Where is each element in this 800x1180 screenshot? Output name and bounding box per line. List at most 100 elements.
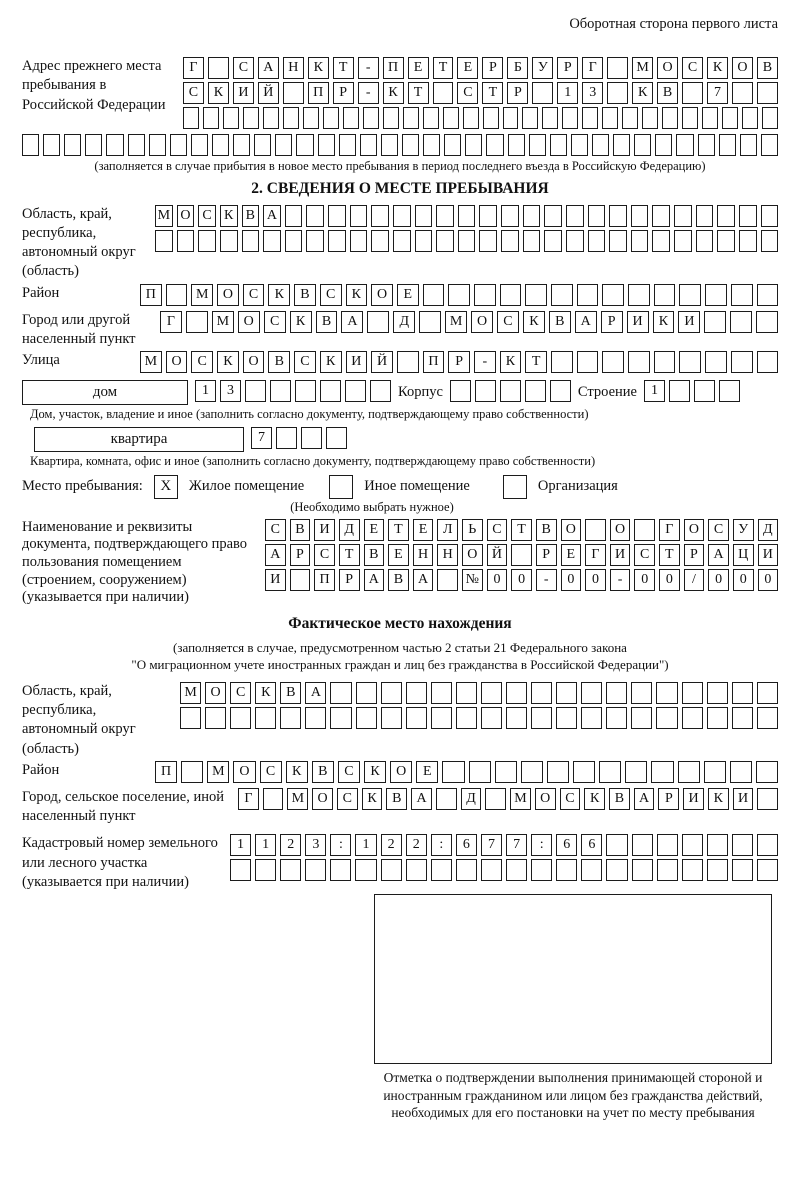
char-cell[interactable] bbox=[631, 706, 653, 729]
char-cell[interactable] bbox=[330, 681, 352, 704]
char-cell[interactable]: К bbox=[207, 82, 229, 104]
char-cell[interactable] bbox=[499, 380, 521, 403]
char-cell[interactable]: А bbox=[708, 543, 729, 566]
char-cell[interactable] bbox=[396, 351, 419, 374]
char-cell[interactable] bbox=[677, 760, 700, 783]
char-cell[interactable] bbox=[405, 706, 427, 729]
char-cell[interactable]: 1 bbox=[230, 834, 252, 857]
char-cell[interactable]: С bbox=[191, 351, 214, 374]
char-cell[interactable] bbox=[435, 787, 457, 810]
char-cell[interactable] bbox=[255, 706, 277, 729]
char-cell[interactable] bbox=[681, 681, 703, 704]
char-cell[interactable]: О bbox=[233, 760, 256, 783]
char-cell[interactable] bbox=[731, 859, 753, 882]
char-cell[interactable]: Г bbox=[238, 787, 259, 810]
char-cell[interactable]: С bbox=[682, 57, 704, 79]
char-cell[interactable]: Н bbox=[412, 543, 434, 566]
char-cell[interactable] bbox=[625, 760, 648, 783]
char-cell[interactable]: М bbox=[445, 310, 468, 333]
char-cell[interactable]: Т bbox=[338, 543, 360, 566]
char-cell[interactable]: К bbox=[285, 760, 308, 783]
char-cell[interactable] bbox=[697, 134, 715, 156]
char-cell[interactable] bbox=[295, 380, 316, 403]
char-cell[interactable]: Р bbox=[683, 543, 705, 566]
char-cell[interactable]: К bbox=[584, 787, 606, 810]
char-cell[interactable] bbox=[448, 283, 470, 306]
char-cell[interactable]: 7 bbox=[251, 426, 272, 449]
char-cell[interactable]: 0 bbox=[486, 568, 508, 591]
char-cell[interactable] bbox=[506, 859, 528, 882]
char-cell[interactable]: П bbox=[140, 283, 162, 306]
char-cell[interactable] bbox=[703, 760, 726, 783]
char-cell[interactable]: Н bbox=[437, 543, 458, 566]
char-cell[interactable]: 6 bbox=[556, 834, 578, 857]
char-cell[interactable]: А bbox=[305, 681, 327, 704]
char-cell[interactable] bbox=[432, 82, 454, 104]
char-cell[interactable] bbox=[602, 351, 625, 374]
char-cell[interactable]: 1 bbox=[355, 834, 377, 857]
char-cell[interactable] bbox=[562, 107, 579, 129]
char-cell[interactable]: С bbox=[198, 204, 216, 227]
char-cell[interactable]: Т bbox=[482, 82, 504, 104]
char-cell[interactable] bbox=[602, 283, 625, 306]
char-cell[interactable] bbox=[652, 229, 670, 252]
char-cell[interactable] bbox=[494, 760, 517, 783]
char-cell[interactable]: У bbox=[532, 57, 554, 79]
char-cell[interactable]: К bbox=[652, 310, 675, 333]
char-cell[interactable] bbox=[656, 859, 678, 882]
char-cell[interactable] bbox=[587, 204, 606, 227]
char-cell[interactable]: Д bbox=[338, 518, 360, 541]
char-cell[interactable] bbox=[322, 107, 339, 129]
char-cell[interactable] bbox=[328, 204, 346, 227]
char-cell[interactable] bbox=[284, 204, 303, 227]
char-cell[interactable]: В bbox=[268, 351, 291, 374]
char-cell[interactable]: Г bbox=[585, 543, 606, 566]
char-cell[interactable]: - bbox=[535, 568, 557, 591]
char-cell[interactable]: 1 bbox=[557, 82, 579, 104]
char-cell[interactable] bbox=[437, 568, 458, 591]
char-cell[interactable] bbox=[602, 107, 619, 129]
char-cell[interactable] bbox=[506, 681, 528, 704]
char-cell[interactable] bbox=[207, 57, 229, 79]
char-cell[interactable] bbox=[731, 706, 753, 729]
checkbox-residential[interactable]: X bbox=[153, 474, 178, 499]
char-cell[interactable] bbox=[230, 706, 252, 729]
char-cell[interactable]: В bbox=[311, 760, 334, 783]
char-cell[interactable] bbox=[301, 426, 322, 449]
char-cell[interactable] bbox=[345, 380, 366, 403]
char-cell[interactable] bbox=[276, 426, 297, 449]
char-cell[interactable] bbox=[275, 134, 293, 156]
char-cell[interactable] bbox=[423, 134, 441, 156]
char-cell[interactable]: Г bbox=[659, 518, 680, 541]
char-cell[interactable] bbox=[760, 229, 779, 252]
char-cell[interactable] bbox=[549, 380, 571, 403]
char-cell[interactable] bbox=[414, 229, 433, 252]
char-cell[interactable] bbox=[64, 134, 82, 156]
char-cell[interactable]: С bbox=[634, 543, 655, 566]
char-cell[interactable] bbox=[462, 107, 479, 129]
char-cell[interactable]: Р bbox=[482, 57, 504, 79]
char-cell[interactable]: О bbox=[683, 518, 705, 541]
char-cell[interactable] bbox=[706, 681, 728, 704]
checkbox-other-premises[interactable] bbox=[329, 474, 354, 499]
char-cell[interactable]: В bbox=[315, 310, 338, 333]
char-cell[interactable] bbox=[436, 229, 454, 252]
char-cell[interactable]: Ь bbox=[462, 518, 483, 541]
char-cell[interactable] bbox=[401, 134, 420, 156]
char-cell[interactable] bbox=[22, 134, 40, 156]
char-cell[interactable]: В bbox=[756, 57, 778, 79]
char-cell[interactable]: О bbox=[242, 351, 265, 374]
char-cell[interactable]: А bbox=[257, 57, 279, 79]
char-cell[interactable] bbox=[682, 82, 704, 104]
char-cell[interactable] bbox=[524, 380, 546, 403]
char-cell[interactable] bbox=[176, 229, 195, 252]
char-cell[interactable]: 7 bbox=[707, 82, 728, 104]
char-cell[interactable]: - bbox=[357, 57, 379, 79]
char-cell[interactable]: К bbox=[382, 82, 404, 104]
char-cell[interactable]: И bbox=[265, 568, 286, 591]
char-cell[interactable] bbox=[507, 134, 525, 156]
char-cell[interactable] bbox=[262, 787, 284, 810]
char-cell[interactable]: Р bbox=[507, 82, 529, 104]
char-cell[interactable] bbox=[473, 283, 496, 306]
char-cell[interactable] bbox=[282, 107, 299, 129]
